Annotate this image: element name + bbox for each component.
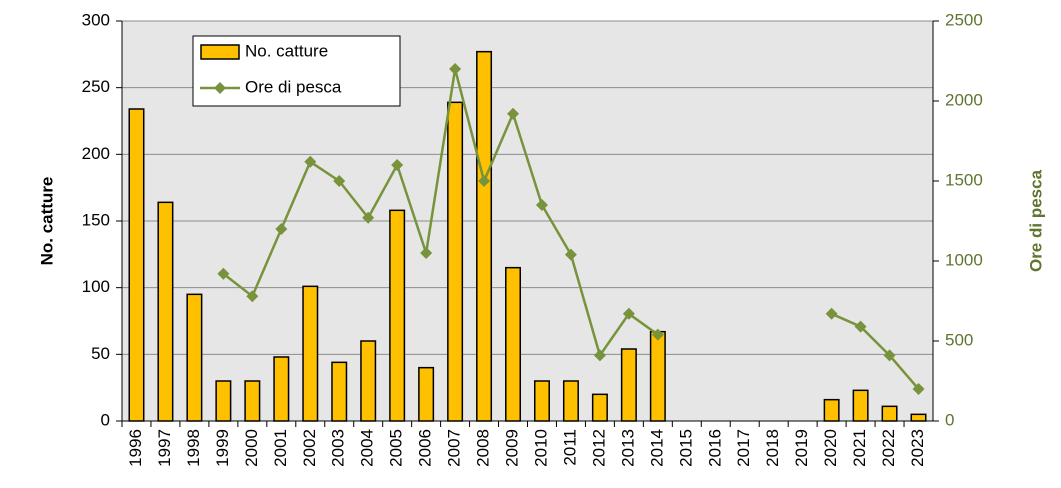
legend-label: No. catture	[245, 41, 328, 60]
bar	[157, 201, 174, 422]
x-tick-label: 2023	[908, 429, 927, 467]
x-tick-label: 2004	[358, 429, 377, 467]
x-tick-label: 2006	[416, 429, 435, 467]
line-marker	[246, 290, 259, 303]
line-marker	[478, 175, 491, 187]
bar	[447, 101, 464, 422]
x-tick-label: 2013	[618, 429, 637, 467]
x-tick-label: 2007	[445, 429, 464, 467]
line-marker	[217, 267, 230, 280]
x-tick-label: 1997	[155, 429, 174, 467]
x-tick-label: 2021	[850, 429, 869, 467]
line-marker	[912, 383, 925, 395]
bar	[910, 413, 927, 422]
y-tick-label: 150	[82, 210, 110, 229]
legend-label: Ore di pesca	[245, 77, 342, 96]
bar	[823, 398, 840, 422]
x-tick-label: 2017	[734, 429, 753, 467]
x-tick-label: 2018	[763, 429, 782, 467]
y2-axis-title: Ore di pesca	[1026, 169, 1045, 272]
x-tick-label: 2022	[879, 429, 898, 467]
x-tick-label: 2012	[589, 429, 608, 467]
x-tick-label: 2003	[329, 429, 348, 467]
line-marker	[883, 349, 896, 362]
bar	[418, 366, 435, 422]
bar	[649, 330, 666, 422]
line-marker	[507, 107, 520, 120]
bar	[128, 108, 145, 422]
bar	[244, 380, 261, 422]
line-marker	[391, 159, 404, 171]
x-tick-label: 2010	[531, 429, 550, 467]
x-tick-label: 2002	[300, 429, 319, 467]
x-tick-label: 2008	[474, 429, 493, 467]
legend-marker	[214, 82, 226, 94]
y-tick-label: 0	[101, 410, 110, 429]
line-marker	[535, 199, 548, 211]
bar	[331, 361, 348, 422]
y2-tick-label: 2500	[945, 10, 983, 29]
bar	[476, 50, 493, 422]
line-marker	[362, 211, 375, 224]
bar	[389, 209, 406, 422]
line	[222, 68, 920, 390]
x-tick-label: 2005	[387, 429, 406, 467]
line-marker	[622, 307, 635, 320]
bar	[620, 348, 637, 422]
y2-tick-label: 2000	[945, 90, 983, 109]
bar	[360, 340, 377, 422]
line-marker	[420, 247, 433, 259]
bar	[591, 393, 608, 422]
x-tick-label: 2015	[676, 429, 695, 467]
x-tick-label: 1998	[184, 429, 203, 467]
line-marker	[333, 175, 346, 187]
bar	[273, 356, 290, 422]
legend-swatch	[200, 44, 240, 60]
x-tick-label: 2001	[271, 429, 290, 467]
line-marker	[564, 248, 577, 261]
line-marker	[825, 307, 838, 320]
bar	[215, 380, 232, 422]
y-tick-label: 100	[82, 277, 110, 296]
line-marker	[854, 320, 867, 333]
x-tick-label: 2020	[821, 429, 840, 467]
line-marker	[304, 155, 317, 168]
y-tick-label: 300	[82, 10, 110, 29]
bar	[881, 405, 898, 422]
y-axis-title: No. catture	[37, 177, 56, 266]
x-tick-label: 1996	[126, 429, 145, 467]
bar	[505, 266, 522, 422]
x-tick-label: 2016	[705, 429, 724, 467]
x-tick-label: 2011	[560, 429, 579, 466]
bar	[186, 293, 203, 422]
x-tick-label: 2000	[242, 429, 261, 467]
y-tick-label: 50	[91, 344, 110, 363]
line-marker	[275, 223, 288, 235]
y2-tick-label: 1500	[945, 170, 983, 189]
x-tick-label: 2014	[647, 429, 666, 467]
y2-tick-label: 500	[945, 330, 973, 349]
y-tick-label: 200	[82, 144, 110, 163]
x-tick-label: 2019	[792, 429, 811, 467]
line-marker	[593, 349, 606, 362]
y2-tick-label: 0	[945, 410, 954, 429]
x-tick-label: 2009	[503, 429, 522, 467]
bar	[533, 380, 550, 422]
bar	[562, 380, 579, 422]
line-marker	[449, 63, 462, 75]
line-marker	[651, 328, 664, 341]
y2-tick-label: 1000	[945, 250, 983, 269]
bar	[302, 285, 319, 422]
y-tick-label: 250	[82, 77, 110, 96]
bar	[852, 389, 869, 422]
x-tick-label: 1999	[213, 429, 232, 467]
